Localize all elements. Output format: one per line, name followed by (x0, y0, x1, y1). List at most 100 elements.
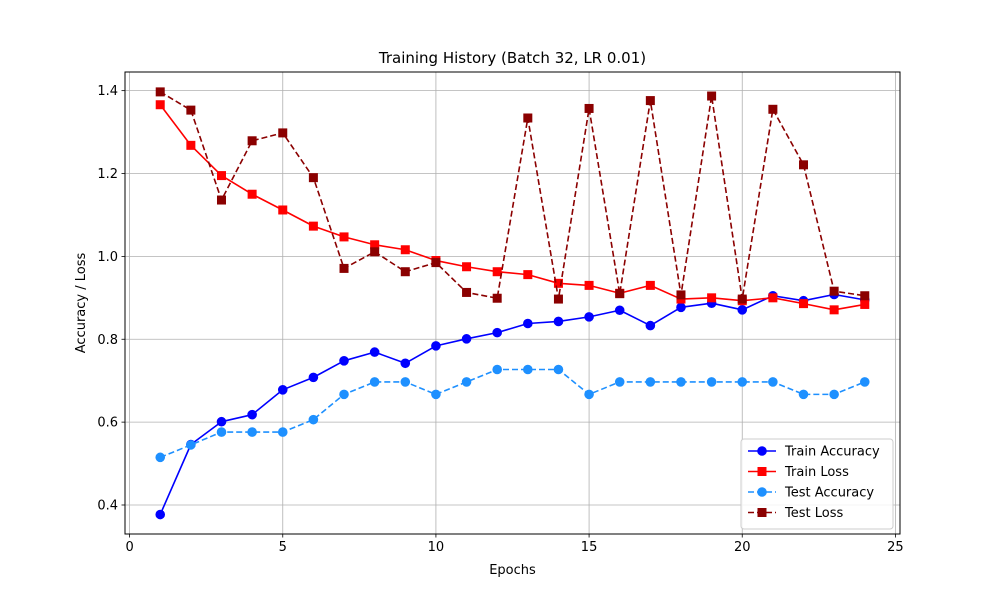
test-accuracy-point (431, 389, 441, 400)
train-loss-point (553, 278, 563, 288)
test-accuracy-point (706, 377, 717, 387)
train-loss-point (492, 267, 502, 277)
test-loss-point (829, 286, 839, 296)
train-loss-point (308, 221, 318, 231)
legend-entry-test-accuracy: Test Accuracy (748, 486, 874, 501)
train-accuracy-point (737, 305, 748, 315)
test-accuracy-point (768, 377, 778, 387)
train-loss-point (278, 205, 288, 215)
y-axis-label: Accuracy / Loss (74, 253, 89, 354)
test-loss-point (645, 96, 655, 106)
legend-entry-train-accuracy: Train Accuracy (748, 445, 880, 460)
test-accuracy-point (614, 377, 625, 387)
legend-marker (757, 508, 767, 517)
test-loss-point (492, 293, 502, 303)
test-accuracy-point (186, 440, 196, 450)
y-tick-label: 1.2 (97, 167, 118, 182)
series-train-loss (155, 100, 870, 315)
legend-label: Train Accuracy (784, 445, 880, 460)
x-tick-label: 5 (279, 540, 287, 555)
test-accuracy-point (492, 364, 502, 375)
test-loss-point (676, 290, 686, 300)
train-accuracy-point (400, 358, 411, 369)
x-tick-label: 10 (428, 540, 445, 555)
test-accuracy-point (584, 389, 594, 400)
legend-label: Test Accuracy (784, 486, 874, 501)
legend-label: Test Loss (784, 506, 843, 521)
train-loss-point (247, 189, 257, 199)
train-loss-point (768, 293, 778, 303)
train-accuracy-point (492, 327, 502, 338)
legend-box (740, 438, 894, 530)
legend-entry-train-loss: Train Loss (748, 465, 849, 480)
test-loss-point (615, 289, 625, 299)
test-loss-point (553, 294, 563, 304)
test-loss-point (155, 87, 165, 97)
train-loss-point (829, 305, 839, 315)
x-tick-label: 25 (887, 540, 904, 555)
train-accuracy-point (216, 416, 227, 427)
train-loss-point (155, 100, 165, 110)
test-accuracy-point (737, 377, 748, 387)
train-accuracy-point (277, 385, 288, 395)
series-test-accuracy (155, 364, 870, 463)
test-accuracy-point (553, 364, 564, 375)
y-tick-label: 0.6 (97, 416, 118, 431)
train-loss-point (584, 280, 594, 290)
y-tick-label: 1.4 (97, 84, 118, 99)
train-accuracy-point (431, 341, 441, 351)
test-accuracy-point (155, 452, 166, 463)
train-accuracy-point (584, 312, 594, 322)
test-loss-point (186, 105, 196, 115)
x-tick-label: 0 (125, 540, 133, 555)
train-loss-point (860, 299, 870, 309)
test-accuracy-point (676, 377, 686, 387)
x-axis-label: Epochs (489, 563, 536, 578)
test-accuracy-point (798, 389, 809, 400)
y-tick-label: 0.8 (97, 333, 118, 348)
test-accuracy-point (400, 377, 411, 387)
train-loss-point (339, 232, 349, 242)
test-loss-point (737, 294, 747, 304)
train-loss-point (216, 171, 226, 181)
train-loss-point (707, 293, 717, 303)
y-tick-label: 1.0 (97, 250, 118, 265)
test-accuracy-point (308, 414, 319, 425)
legend-label: Train Loss (784, 465, 849, 480)
train-accuracy-point (247, 409, 257, 420)
test-accuracy-point (859, 377, 870, 387)
train-loss-line (159, 104, 865, 311)
test-loss-point (370, 247, 380, 257)
legend-marker (757, 487, 767, 497)
train-loss-point (400, 245, 410, 255)
train-accuracy-point (369, 347, 380, 357)
train-accuracy-point (339, 356, 349, 366)
test-loss-point (860, 291, 870, 301)
train-loss-point (186, 140, 196, 150)
train-accuracy-point (523, 318, 533, 329)
train-accuracy-point (614, 305, 625, 316)
test-loss-point (799, 160, 809, 170)
test-loss-point (768, 104, 778, 114)
test-accuracy-point (461, 377, 472, 387)
legend-entry-test-loss: Test Loss (748, 506, 843, 521)
test-loss-point (216, 195, 226, 205)
x-tick-label: 15 (581, 540, 598, 555)
train-accuracy-point (461, 334, 472, 344)
plot-frame (124, 71, 901, 535)
series-train-accuracy (155, 289, 870, 520)
train-loss-point (799, 299, 809, 309)
test-accuracy-point (645, 377, 656, 387)
train-accuracy-point (645, 320, 656, 331)
train-loss-point (645, 280, 655, 290)
test-accuracy-point (369, 377, 380, 387)
legend-marker (757, 467, 767, 476)
train-accuracy-point (553, 316, 564, 327)
test-accuracy-point (247, 427, 257, 437)
series-test-loss (155, 87, 870, 304)
train-loss-point (462, 262, 472, 272)
legend: Train Accuracy Train Loss Test Accuracy Tes… (740, 438, 894, 530)
train-accuracy-line (159, 293, 865, 515)
train-loss-point (523, 270, 533, 280)
